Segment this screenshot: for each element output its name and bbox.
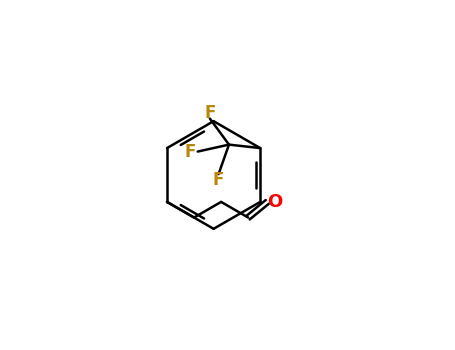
- Text: O: O: [267, 193, 283, 211]
- Text: F: F: [213, 172, 224, 189]
- Text: F: F: [204, 104, 216, 122]
- Text: F: F: [184, 142, 196, 161]
